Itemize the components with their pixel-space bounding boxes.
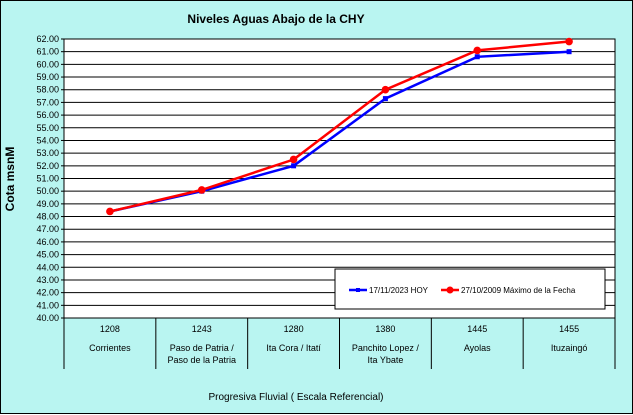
y-tick-label: 57.00 bbox=[36, 97, 59, 107]
category-km-label: 1280 bbox=[284, 324, 304, 334]
data-point bbox=[197, 186, 206, 194]
y-tick-label: 44.00 bbox=[36, 262, 59, 272]
legend: 17/11/2023 HOY 27/10/2009 Máximo de la Fe… bbox=[334, 268, 606, 310]
y-tick-label: 61.00 bbox=[36, 47, 59, 57]
y-tick-label: 49.00 bbox=[36, 199, 59, 209]
y-tick-label: 53.00 bbox=[36, 148, 59, 158]
y-tick-label: 62.00 bbox=[36, 34, 59, 44]
category-km-label: 1455 bbox=[559, 324, 579, 334]
category-name-label: Ita Cora / Itatí bbox=[266, 343, 321, 353]
legend-items: 17/11/2023 HOY 27/10/2009 Máximo de la Fe… bbox=[349, 286, 576, 295]
y-tick-label: 40.00 bbox=[36, 313, 59, 323]
y-tick-label: 51.00 bbox=[36, 174, 59, 184]
grid-lines bbox=[64, 51, 615, 306]
category-km-label: 1208 bbox=[100, 324, 120, 334]
y-axis-title: Cota msnM bbox=[3, 147, 17, 212]
category-km-label: 1380 bbox=[375, 324, 395, 334]
x-axis-title: Progresiva Fluvial ( Escala Referencial) bbox=[208, 392, 383, 403]
data-point bbox=[566, 49, 572, 55]
category-name-label: Corrientes bbox=[89, 343, 131, 353]
data-point bbox=[382, 96, 388, 102]
y-tick-label: 43.00 bbox=[36, 275, 59, 285]
legend-box bbox=[334, 268, 606, 310]
y-tick-label: 42.00 bbox=[36, 288, 59, 298]
category-name-label: Paso de la Patria bbox=[167, 355, 236, 365]
y-tick-label: 55.00 bbox=[36, 123, 59, 133]
data-point bbox=[106, 207, 114, 216]
category-name-label: Panchito Lopez / bbox=[352, 343, 420, 353]
data-point bbox=[381, 85, 390, 94]
category-name-label: Paso de Patria / bbox=[170, 343, 235, 353]
y-tick-label: 58.00 bbox=[36, 85, 59, 95]
y-tick-label: 41.00 bbox=[36, 300, 59, 310]
y-tick-label: 59.00 bbox=[36, 72, 59, 82]
data-point bbox=[473, 46, 482, 55]
category-name-label: Ituzaingó bbox=[551, 343, 588, 353]
chart-title: Niveles Aguas Abajo de la CHY bbox=[187, 12, 364, 26]
legend-label: 17/11/2023 HOY bbox=[369, 286, 429, 295]
legend-swatch-marker bbox=[446, 286, 454, 294]
y-tick-label: 52.00 bbox=[36, 161, 59, 171]
y-tick-label: 46.00 bbox=[36, 237, 59, 247]
y-tick-label: 60.00 bbox=[36, 59, 59, 69]
category-km-label: 1243 bbox=[192, 324, 212, 334]
category-name-label: Ita Ybate bbox=[367, 355, 403, 365]
series-layer bbox=[106, 37, 573, 216]
category-table: 1208 Corrientes 1243 Paso de Patria / Paso d… bbox=[63, 318, 616, 369]
category-name-label: Ayolas bbox=[464, 343, 491, 353]
y-tick-label: 45.00 bbox=[36, 250, 59, 260]
data-point bbox=[565, 37, 573, 46]
category-km-label: 1445 bbox=[467, 324, 487, 334]
y-tick-label: 50.00 bbox=[36, 186, 59, 196]
legend-label: 27/10/2009 Máximo de la Fecha bbox=[461, 286, 576, 295]
data-point bbox=[289, 155, 298, 164]
y-tick-label: 47.00 bbox=[36, 224, 59, 234]
y-axis-ticks: 40.00 41.00 42.00 43.00 44.00 45.00 46.00 47.00… bbox=[36, 34, 64, 323]
data-point bbox=[474, 54, 480, 60]
data-point bbox=[291, 163, 297, 169]
series-line bbox=[109, 40, 570, 213]
legend-swatch-marker bbox=[356, 288, 360, 292]
y-tick-label: 48.00 bbox=[36, 212, 59, 222]
y-tick-label: 56.00 bbox=[36, 110, 59, 120]
y-tick-label: 54.00 bbox=[36, 135, 59, 145]
